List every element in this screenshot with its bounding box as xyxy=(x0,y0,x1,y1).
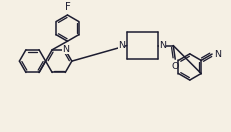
Text: F: F xyxy=(64,2,70,12)
Text: N: N xyxy=(158,41,165,50)
Text: O: O xyxy=(171,62,178,71)
Text: N: N xyxy=(213,50,220,59)
Text: N: N xyxy=(62,45,69,54)
Text: N: N xyxy=(118,41,125,50)
